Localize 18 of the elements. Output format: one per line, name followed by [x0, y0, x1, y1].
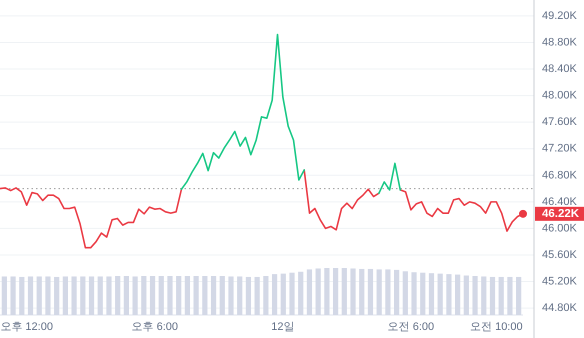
x-tick-label: 오전 6:00	[388, 321, 434, 333]
x-tick-label: 오후 12:00	[0, 321, 53, 333]
text: 46.22K	[542, 208, 580, 220]
x-tick-label: 12일	[271, 321, 294, 333]
y-tick-label: 46.40K	[542, 196, 578, 208]
y-tick-label: 45.20K	[542, 276, 578, 288]
y-tick-label: 46.80K	[542, 169, 578, 182]
y-tick-label: 45.60K	[542, 248, 578, 261]
y-tick-label: 44.80K	[542, 302, 578, 314]
y-tick-label: 47.60K	[542, 116, 578, 128]
x-tick-label: 오후 6:00	[132, 321, 178, 333]
y-tick-label: 46.00K	[542, 222, 578, 234]
y-tick-label: 49.20K	[542, 10, 578, 22]
y-tick-label: 48.80K	[542, 36, 578, 48]
x-tick-label: 오전 10:00	[470, 321, 523, 333]
y-tick-label: 47.20K	[542, 142, 578, 155]
y-tick-label: 48.00K	[542, 90, 578, 102]
y-tick-label: 48.40K	[542, 63, 578, 76]
